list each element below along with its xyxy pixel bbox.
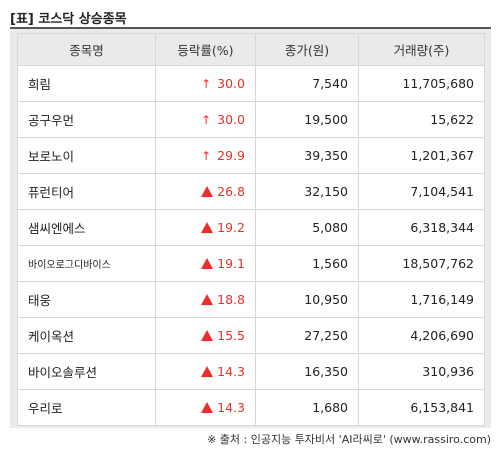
- change-rate-value: 14.3: [217, 364, 245, 379]
- table-header-row: 종목명 등락률(%) 종가(원) 거래량(주): [17, 33, 485, 66]
- change-rate: 18.8: [155, 281, 256, 318]
- trading-volume: 6,318,344: [358, 209, 485, 246]
- table-row: 바이오로그디바이스 19.1 1,560 18,507,762: [17, 245, 485, 282]
- up-triangle-icon: [201, 258, 214, 269]
- change-rate-value: 26.8: [217, 184, 245, 199]
- trading-volume: 7,104,541: [358, 173, 485, 210]
- stock-name: 샘씨엔에스: [17, 209, 156, 246]
- trading-volume: 4,206,690: [358, 317, 485, 354]
- up-triangle-icon: [201, 186, 214, 197]
- change-rate-value: 30.0: [217, 112, 245, 127]
- stock-name: 태웅: [17, 281, 156, 318]
- stock-name: 공구우먼: [17, 101, 156, 138]
- up-arrow-icon: ↑: [201, 113, 212, 127]
- stock-name: 희림: [17, 65, 156, 102]
- change-rate-value: 19.2: [217, 220, 245, 235]
- table-row: 공구우먼 ↑ 30.0 19,500 15,622: [17, 101, 485, 138]
- trading-volume: 1,201,367: [358, 137, 485, 174]
- up-triangle-icon: [201, 366, 214, 377]
- up-arrow-icon: ↑: [201, 149, 212, 163]
- closing-price: 1,680: [255, 389, 359, 426]
- change-rate: 19.2: [155, 209, 256, 246]
- up-triangle-icon: [201, 294, 214, 305]
- change-rate: 14.3: [155, 389, 256, 426]
- stock-name: 보로노이: [17, 137, 156, 174]
- change-rate: 15.5: [155, 317, 256, 354]
- header-rate: 등락률(%): [155, 33, 256, 66]
- closing-price: 27,250: [255, 317, 359, 354]
- change-rate: ↑ 29.9: [155, 137, 256, 174]
- header-price: 종가(원): [255, 33, 359, 66]
- trading-volume: 6,153,841: [358, 389, 485, 426]
- change-rate: 19.1: [155, 245, 256, 282]
- table-row: 희림 ↑ 30.0 7,540 11,705,680: [17, 65, 485, 102]
- closing-price: 19,500: [255, 101, 359, 138]
- trading-volume: 310,936: [358, 353, 485, 390]
- up-arrow-icon: ↑: [201, 77, 212, 91]
- stock-name: 바이오솔루션: [17, 353, 156, 390]
- change-rate: ↑ 30.0: [155, 65, 256, 102]
- table-row: 샘씨엔에스 19.2 5,080 6,318,344: [17, 209, 485, 246]
- change-rate-value: 14.3: [217, 400, 245, 415]
- table-row: 바이오솔루션 14.3 16,350 310,936: [17, 353, 485, 390]
- table-row: 보로노이 ↑ 29.9 39,350 1,201,367: [17, 137, 485, 174]
- trading-volume: 11,705,680: [358, 65, 485, 102]
- trading-volume: 18,507,762: [358, 245, 485, 282]
- stock-name: 우리로: [17, 389, 156, 426]
- header-volume: 거래량(주): [358, 33, 485, 66]
- up-triangle-icon: [201, 330, 214, 341]
- trading-volume: 15,622: [358, 101, 485, 138]
- change-rate-value: 30.0: [217, 76, 245, 91]
- closing-price: 1,560: [255, 245, 359, 282]
- header-name: 종목명: [17, 33, 156, 66]
- closing-price: 7,540: [255, 65, 359, 102]
- change-rate-value: 15.5: [217, 328, 245, 343]
- change-rate: 14.3: [155, 353, 256, 390]
- trading-volume: 1,716,149: [358, 281, 485, 318]
- stock-name: 퓨런티어: [17, 173, 156, 210]
- source-note: ※ 출처 : 인공지능 투자비서 'AI라씨로' (www.rassiro.co…: [207, 433, 491, 446]
- page-title: [표] 코스닥 상승종목: [10, 12, 127, 27]
- stock-name: 케이옥션: [17, 317, 156, 354]
- up-triangle-icon: [201, 402, 214, 413]
- table-frame: 종목명 등락률(%) 종가(원) 거래량(주) 희림 ↑ 30.0 7,540 11,7…: [10, 27, 491, 428]
- table-row: 케이옥션 15.5 27,250 4,206,690: [17, 317, 485, 354]
- closing-price: 32,150: [255, 173, 359, 210]
- change-rate-value: 19.1: [217, 256, 245, 271]
- up-triangle-icon: [201, 222, 214, 233]
- change-rate: 26.8: [155, 173, 256, 210]
- closing-price: 39,350: [255, 137, 359, 174]
- change-rate-value: 18.8: [217, 292, 245, 307]
- closing-price: 10,950: [255, 281, 359, 318]
- table-row: 태웅 18.8 10,950 1,716,149: [17, 281, 485, 318]
- table-row: 우리로 14.3 1,680 6,153,841: [17, 389, 485, 426]
- change-rate: ↑ 30.0: [155, 101, 256, 138]
- stock-name: 바이오로그디바이스: [17, 245, 156, 282]
- closing-price: 16,350: [255, 353, 359, 390]
- closing-price: 5,080: [255, 209, 359, 246]
- change-rate-value: 29.9: [217, 148, 245, 163]
- table-row: 퓨런티어 26.8 32,150 7,104,541: [17, 173, 485, 210]
- stock-table: 종목명 등락률(%) 종가(원) 거래량(주) 희림 ↑ 30.0 7,540 11,7…: [17, 33, 485, 426]
